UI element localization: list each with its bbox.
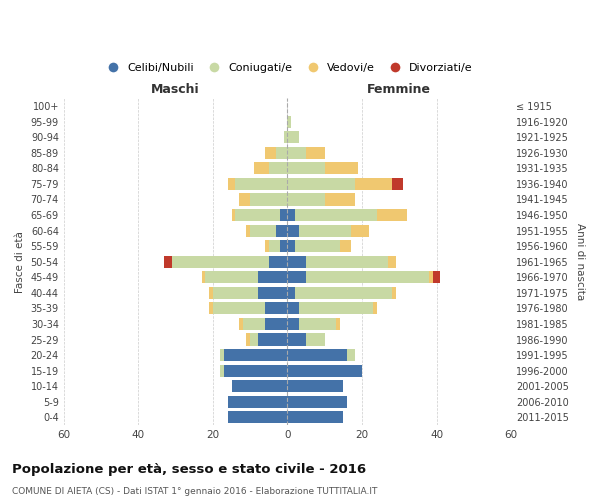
Y-axis label: Fasce di età: Fasce di età xyxy=(15,231,25,292)
Bar xyxy=(250,224,276,236)
Bar xyxy=(392,178,403,190)
Bar xyxy=(254,162,269,174)
Bar xyxy=(377,209,407,221)
Bar xyxy=(265,302,287,314)
Text: Maschi: Maschi xyxy=(151,83,200,96)
Bar xyxy=(265,318,287,330)
Bar xyxy=(287,178,355,190)
Bar xyxy=(269,256,287,268)
Bar xyxy=(295,240,340,252)
Bar xyxy=(232,209,235,221)
Bar xyxy=(340,240,351,252)
Bar xyxy=(235,178,287,190)
Bar xyxy=(306,334,325,345)
Bar xyxy=(224,349,287,361)
Bar xyxy=(232,380,287,392)
Text: COMUNE DI AIETA (CS) - Dati ISTAT 1° gennaio 2016 - Elaborazione TUTTITALIA.IT: COMUNE DI AIETA (CS) - Dati ISTAT 1° gen… xyxy=(12,488,377,496)
Bar xyxy=(287,162,325,174)
Bar xyxy=(287,224,299,236)
Bar xyxy=(213,287,257,299)
Bar xyxy=(250,194,287,205)
Bar xyxy=(306,146,325,159)
Bar xyxy=(287,240,295,252)
Bar xyxy=(235,209,280,221)
Bar xyxy=(325,162,358,174)
Bar xyxy=(224,364,287,376)
Bar xyxy=(299,224,351,236)
Bar xyxy=(269,162,287,174)
Bar xyxy=(209,287,213,299)
Bar xyxy=(287,271,306,283)
Bar xyxy=(239,194,250,205)
Bar xyxy=(202,271,205,283)
Bar xyxy=(351,224,370,236)
Bar xyxy=(287,256,306,268)
Legend: Celibi/Nubili, Coniugati/e, Vedovi/e, Divorziati/e: Celibi/Nubili, Coniugati/e, Vedovi/e, Di… xyxy=(98,58,478,77)
Bar xyxy=(228,178,235,190)
Bar xyxy=(287,334,306,345)
Bar xyxy=(257,287,287,299)
Bar xyxy=(257,334,287,345)
Bar xyxy=(295,287,392,299)
Bar xyxy=(287,412,343,424)
Bar xyxy=(257,271,287,283)
Bar xyxy=(295,209,377,221)
Bar xyxy=(247,224,250,236)
Text: Popolazione per età, sesso e stato civile - 2016: Popolazione per età, sesso e stato civil… xyxy=(12,462,366,475)
Bar xyxy=(429,271,433,283)
Bar xyxy=(280,240,287,252)
Bar xyxy=(265,146,276,159)
Bar xyxy=(213,302,265,314)
Bar xyxy=(276,224,287,236)
Bar xyxy=(269,240,280,252)
Bar xyxy=(299,318,336,330)
Bar xyxy=(209,302,213,314)
Bar xyxy=(306,271,429,283)
Bar xyxy=(228,412,287,424)
Bar xyxy=(287,380,343,392)
Bar xyxy=(250,334,257,345)
Bar xyxy=(228,396,287,408)
Bar xyxy=(287,209,295,221)
Bar xyxy=(287,396,347,408)
Bar xyxy=(287,318,299,330)
Bar xyxy=(388,256,395,268)
Bar xyxy=(276,146,287,159)
Bar xyxy=(287,194,325,205)
Bar xyxy=(284,131,287,143)
Bar xyxy=(287,302,299,314)
Bar xyxy=(433,271,440,283)
Bar xyxy=(287,146,306,159)
Bar xyxy=(347,349,355,361)
Bar xyxy=(164,256,172,268)
Y-axis label: Anni di nascita: Anni di nascita xyxy=(575,223,585,300)
Bar xyxy=(306,256,388,268)
Bar xyxy=(247,334,250,345)
Bar xyxy=(280,209,287,221)
Bar xyxy=(243,318,265,330)
Bar xyxy=(287,116,291,128)
Bar xyxy=(299,302,373,314)
Bar xyxy=(172,256,269,268)
Text: Femmine: Femmine xyxy=(367,83,431,96)
Bar xyxy=(355,178,392,190)
Bar xyxy=(373,302,377,314)
Bar xyxy=(239,318,243,330)
Bar xyxy=(205,271,257,283)
Bar xyxy=(287,349,347,361)
Bar xyxy=(392,287,395,299)
Bar xyxy=(265,240,269,252)
Bar xyxy=(220,364,224,376)
Bar xyxy=(325,194,355,205)
Bar xyxy=(287,287,295,299)
Bar xyxy=(287,131,299,143)
Bar xyxy=(220,349,224,361)
Bar xyxy=(287,364,362,376)
Bar xyxy=(336,318,340,330)
